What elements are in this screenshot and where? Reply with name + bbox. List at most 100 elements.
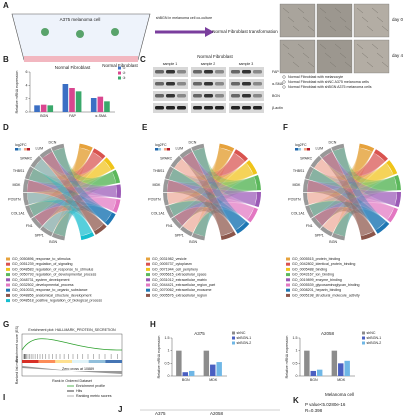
ribbon bbox=[42, 210, 93, 237]
legend-text: shBGN-2 bbox=[237, 341, 252, 345]
ribbon bbox=[28, 200, 113, 223]
panel-label: A bbox=[3, 1, 9, 10]
cell-icon bbox=[111, 28, 119, 36]
gene-sector bbox=[191, 233, 205, 241]
gene-sector bbox=[31, 216, 43, 229]
cell-texture bbox=[287, 16, 295, 23]
legend-swatch bbox=[286, 267, 290, 271]
scale-bar bbox=[164, 148, 167, 151]
gene-sector bbox=[165, 205, 175, 219]
legend-text: Enrichment profile bbox=[76, 384, 105, 388]
ribbon bbox=[168, 201, 247, 231]
legend-text: GO_0044421_extracellular_region_part bbox=[152, 283, 215, 287]
band bbox=[242, 94, 251, 98]
gene-label: LUM bbox=[176, 147, 184, 151]
legend-swatch bbox=[232, 341, 235, 345]
y-tick-label: 0.5 bbox=[165, 361, 170, 365]
legend-swatch bbox=[118, 66, 121, 70]
band bbox=[231, 106, 240, 110]
bar bbox=[47, 105, 54, 112]
y-tick-label: 1.5 bbox=[165, 336, 170, 340]
ribbon bbox=[167, 180, 257, 206]
ribbon bbox=[167, 192, 255, 220]
ribbon bbox=[34, 184, 117, 226]
ribbon bbox=[42, 197, 117, 233]
ribbon bbox=[28, 147, 92, 217]
gene-sector bbox=[304, 166, 314, 180]
metric-area bbox=[22, 366, 122, 374]
cell-texture bbox=[302, 52, 310, 59]
ribbon bbox=[27, 151, 103, 192]
band bbox=[242, 70, 251, 74]
bar bbox=[316, 369, 323, 376]
cell-texture bbox=[307, 25, 315, 32]
cell-texture bbox=[381, 61, 389, 68]
gene-label: DCN bbox=[189, 140, 197, 144]
ribbon bbox=[307, 192, 395, 220]
bar bbox=[344, 360, 350, 376]
bar bbox=[40, 104, 47, 112]
plot-frame bbox=[21, 333, 123, 377]
legend-swatch bbox=[146, 262, 150, 266]
legend-swatch bbox=[6, 283, 10, 287]
legend-text: GO_0048731_system_development bbox=[12, 278, 70, 282]
scale-bar bbox=[161, 148, 164, 151]
cell-texture bbox=[344, 61, 352, 68]
cell-texture bbox=[329, 25, 337, 32]
ribbon bbox=[322, 202, 395, 233]
ribbon bbox=[174, 158, 255, 220]
ribbon bbox=[308, 147, 373, 183]
chart-title: A375 bbox=[194, 331, 205, 336]
ribbon bbox=[314, 152, 386, 226]
gene-label: POSTN bbox=[8, 198, 21, 202]
gene-label: POSTN bbox=[148, 198, 161, 202]
ribbon bbox=[42, 151, 103, 176]
cell-texture bbox=[282, 43, 290, 50]
day-label: day 4 bbox=[392, 53, 404, 58]
gene-sector bbox=[303, 179, 309, 192]
ribbon bbox=[27, 192, 117, 212]
gene-label: BGN bbox=[49, 240, 57, 244]
term-sector bbox=[80, 232, 95, 241]
x-tick-label: MDK bbox=[209, 378, 218, 382]
legend-swatch bbox=[286, 283, 290, 287]
ribbon bbox=[167, 180, 234, 237]
legend-text: GO_0042802_identical_protein_binding bbox=[292, 262, 355, 266]
term-sector bbox=[394, 175, 401, 191]
ribbon bbox=[182, 151, 234, 237]
gene-label: LUM bbox=[316, 147, 324, 151]
ribbon bbox=[28, 168, 117, 187]
cell-icon bbox=[76, 30, 84, 38]
ribbon bbox=[332, 147, 397, 191]
term-sector bbox=[375, 221, 390, 234]
x-tick-label: FAP bbox=[69, 114, 76, 118]
ribbon bbox=[193, 176, 257, 237]
term-sector bbox=[116, 184, 121, 198]
bar bbox=[97, 96, 104, 112]
blot-title: Normal Fibroblast bbox=[197, 54, 233, 59]
micrograph bbox=[316, 39, 353, 74]
legend-text: shNC bbox=[367, 331, 376, 335]
band bbox=[193, 70, 202, 74]
legend-text: GO_0050896_response_to_stimulus bbox=[12, 257, 71, 261]
legend-text: GO_0048583_regulation_of_response_to_sti… bbox=[12, 267, 94, 271]
term-sector bbox=[254, 175, 261, 191]
gene-sector bbox=[170, 155, 182, 168]
scale-bar bbox=[155, 148, 158, 151]
y-tick-label: 0 bbox=[296, 374, 298, 378]
y-tick-label: 1 bbox=[168, 349, 170, 353]
legend-text: GO_0005515_protein_binding bbox=[292, 257, 340, 261]
ribbon bbox=[174, 152, 246, 226]
gene-label: SPARC bbox=[160, 156, 173, 160]
legend-text: GO_0050793_regulation_of_developmental_p… bbox=[12, 273, 97, 277]
legend-text: shBGN-1 bbox=[237, 336, 252, 340]
x-tick-label: MDK bbox=[337, 378, 346, 382]
ribbon bbox=[53, 171, 117, 237]
ribbon bbox=[168, 168, 257, 191]
cell-texture bbox=[356, 7, 364, 14]
band bbox=[166, 106, 175, 110]
gene-label: THBS1 bbox=[293, 169, 305, 173]
ribbon bbox=[174, 192, 257, 226]
ribbon bbox=[192, 147, 247, 231]
ribbon bbox=[182, 162, 254, 233]
